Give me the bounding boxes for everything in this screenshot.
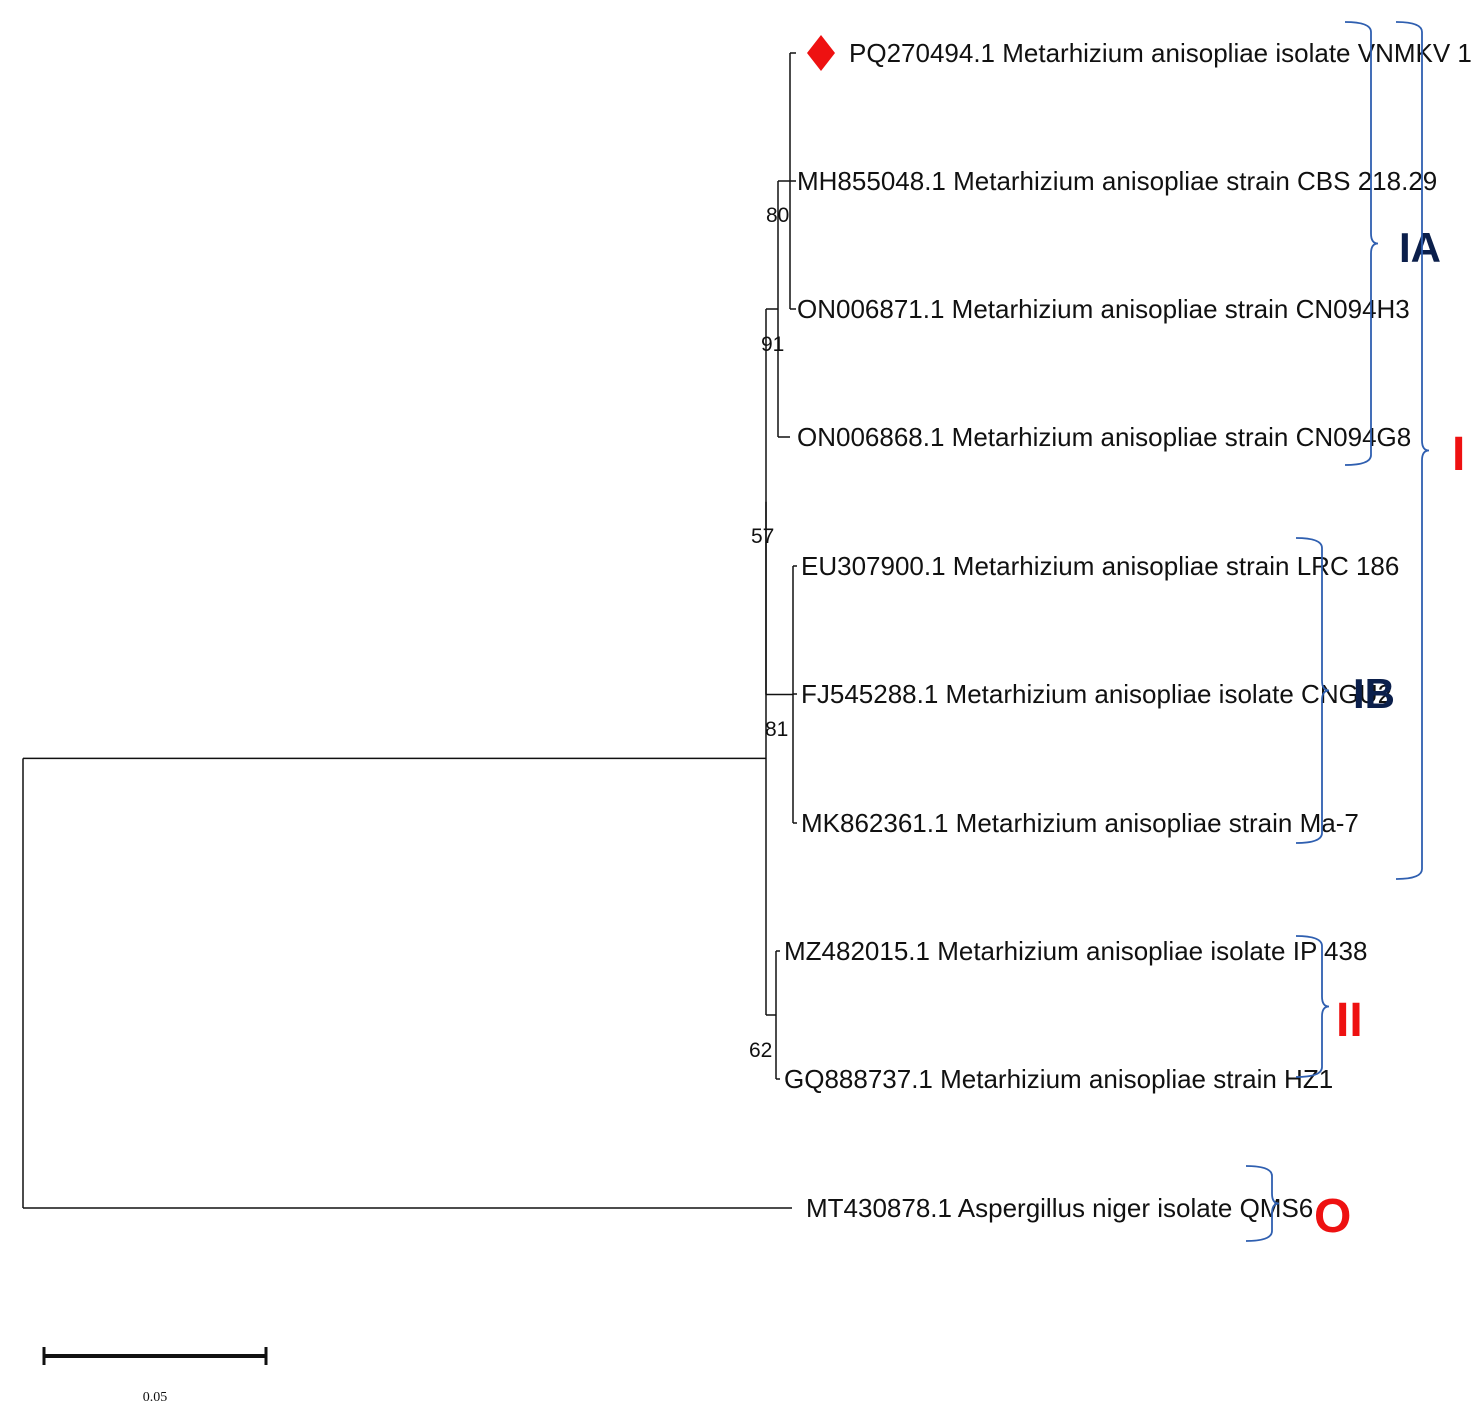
leaf-label-FJ545288: FJ545288.1 Metarhizium anisopliae isolat… <box>801 679 1392 709</box>
leaf-label-ON006868: ON006868.1 Metarhizium anisopliae strain… <box>797 422 1411 452</box>
leaf-label-PQ270494: PQ270494.1 Metarhizium anisopliae isolat… <box>849 38 1472 68</box>
leaf-label-EU307900: EU307900.1 Metarhizium anisopliae strain… <box>801 551 1399 581</box>
bootstrap-value-n80: 80 <box>766 204 789 227</box>
clade-bracket-IA <box>1344 21 1379 466</box>
bootstrap-value-n62: 62 <box>749 1039 772 1062</box>
bootstrap-value-n81: 81 <box>765 718 788 741</box>
tree-labels: PQ270494.1 Metarhizium anisopliae isolat… <box>749 35 1472 1223</box>
leaf-label-MT430878: MT430878.1 Aspergillus niger isolate QMS… <box>806 1193 1313 1223</box>
clade-bracket-I <box>1395 21 1430 880</box>
scale-bar: 0.05 <box>42 1347 268 1405</box>
leaf-label-GQ888737: GQ888737.1 Metarhizium anisopliae strain… <box>784 1064 1333 1094</box>
leaf-label-ON006871: ON006871.1 Metarhizium anisopliae strain… <box>797 294 1410 324</box>
clade-bracket-O <box>1245 1165 1280 1242</box>
clade-label-IB: IB <box>1353 670 1395 717</box>
leaf-label-MZ482015: MZ482015.1 Metarhizium anisopliae isolat… <box>784 936 1367 966</box>
clade-label-O: O <box>1314 1190 1351 1243</box>
clade-label-IA: IA <box>1399 224 1441 271</box>
bootstrap-value-n91: 91 <box>761 333 784 356</box>
red-diamond-icon <box>807 35 835 71</box>
clade-bracket-IB <box>1295 537 1330 844</box>
leaf-label-MH855048: MH855048.1 Metarhizium anisopliae strain… <box>797 166 1437 196</box>
tree-branches: 0.05 <box>22 52 797 1405</box>
leaf-label-MK862361: MK862361.1 Metarhizium anisopliae strain… <box>801 808 1359 838</box>
scale-bar-label: 0.05 <box>143 1390 168 1405</box>
clade-bracket-II <box>1295 935 1330 1078</box>
clade-label-II: II <box>1336 994 1363 1047</box>
bootstrap-value-n57: 57 <box>751 525 774 548</box>
clade-label-I: I <box>1452 428 1465 481</box>
